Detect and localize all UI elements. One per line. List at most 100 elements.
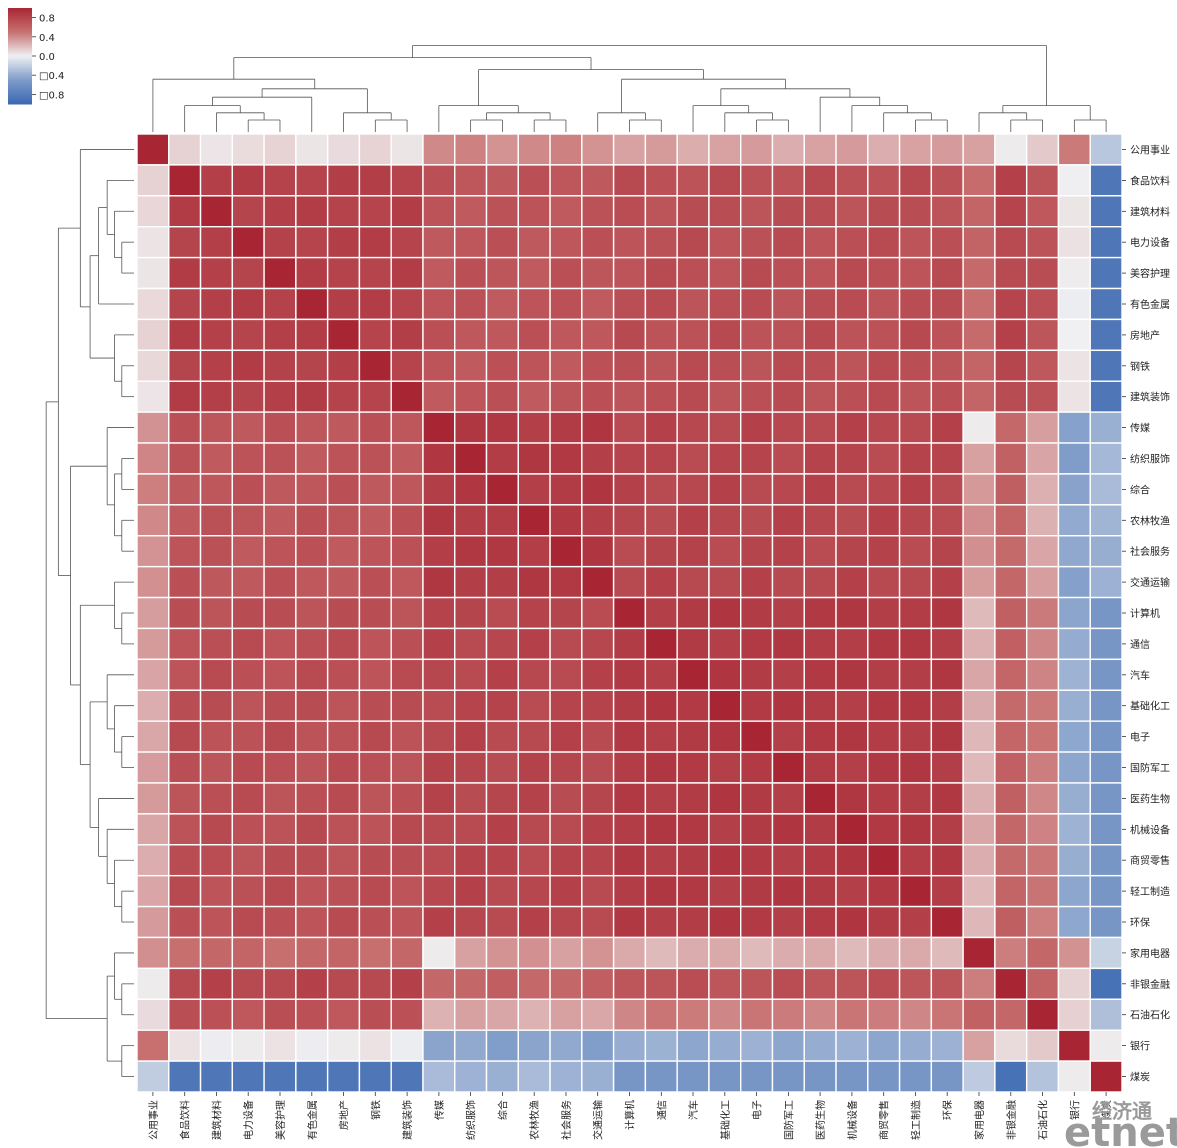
heatmap-cell xyxy=(612,1060,647,1093)
heatmap-cell xyxy=(549,658,583,691)
heatmap-cell xyxy=(676,287,710,321)
heatmap-cell xyxy=(676,689,710,722)
colorbar-segment xyxy=(8,34,32,37)
heatmap-cell xyxy=(231,565,265,599)
heatmap-cell xyxy=(867,195,901,228)
heatmap-cell xyxy=(1025,473,1060,506)
heatmap-cell xyxy=(644,844,678,877)
heatmap-cell xyxy=(168,565,202,599)
heatmap-cell xyxy=(612,936,647,970)
column-label: 非银金融 xyxy=(1005,1100,1018,1140)
heatmap-cell xyxy=(358,133,392,166)
colorbar-segment xyxy=(8,24,32,27)
heatmap-cell xyxy=(263,1029,297,1062)
heatmap-cell xyxy=(263,442,297,475)
heatmap-cell xyxy=(199,1060,234,1093)
heatmap-cell xyxy=(771,689,805,722)
heatmap-cell xyxy=(740,720,774,753)
heatmap-cell xyxy=(803,164,837,197)
heatmap-cell xyxy=(994,442,1028,475)
heatmap-cell xyxy=(136,936,170,970)
colorbar-segment xyxy=(8,44,32,47)
heatmap-cell xyxy=(835,287,869,321)
heatmap-cell xyxy=(867,967,901,1000)
heatmap-cell xyxy=(835,195,869,228)
heatmap-cell xyxy=(581,195,615,228)
heatmap-cell xyxy=(136,349,170,382)
heatmap-cell xyxy=(231,195,265,228)
heatmap-cell xyxy=(136,782,170,815)
heatmap-cell xyxy=(835,318,869,352)
heatmap-cell xyxy=(517,442,551,475)
heatmap-cell xyxy=(549,411,583,444)
heatmap-cell xyxy=(771,998,805,1031)
heatmap-cell xyxy=(771,164,805,197)
heatmap-cell xyxy=(771,349,805,382)
heatmap-cell xyxy=(390,133,424,166)
heatmap-cell xyxy=(422,751,456,784)
heatmap-cell xyxy=(835,936,869,970)
heatmap-cell xyxy=(1057,287,1091,321)
heatmap-cell xyxy=(517,813,551,846)
heatmap-cell xyxy=(326,256,361,290)
heatmap-cell xyxy=(326,720,361,753)
heatmap-cell xyxy=(454,411,488,444)
heatmap-cell xyxy=(994,473,1028,506)
heatmap-cell xyxy=(295,535,329,568)
heatmap-cell xyxy=(263,844,297,877)
heatmap-cell xyxy=(835,133,869,166)
heatmap-cell xyxy=(1057,226,1091,259)
heatmap-cell xyxy=(136,998,170,1031)
heatmap-cell xyxy=(295,813,329,846)
heatmap-cell xyxy=(898,658,933,691)
heatmap-cell xyxy=(168,133,202,166)
heatmap-cell xyxy=(454,380,488,413)
heatmap-cell xyxy=(390,813,424,846)
heatmap-cell xyxy=(517,195,551,228)
heatmap-cell xyxy=(708,967,742,1000)
heatmap-cell xyxy=(1025,1029,1060,1062)
heatmap-cell xyxy=(454,287,488,321)
heatmap-cell xyxy=(199,473,234,506)
heatmap-cell xyxy=(231,874,265,908)
heatmap-cell xyxy=(644,287,678,321)
heatmap-cell xyxy=(390,627,424,661)
column-label: 环保 xyxy=(941,1100,954,1120)
heatmap-cell xyxy=(199,349,234,382)
heatmap-cell xyxy=(803,1029,837,1062)
heatmap-cell xyxy=(358,380,392,413)
heatmap-cell xyxy=(485,287,519,321)
heatmap-cell xyxy=(231,226,265,259)
heatmap-cell xyxy=(454,349,488,382)
heatmap-cell xyxy=(199,411,234,444)
heatmap-cell xyxy=(326,751,361,784)
heatmap-cell xyxy=(994,782,1028,815)
heatmap-cell xyxy=(708,195,742,228)
heatmap-cell xyxy=(326,689,361,722)
heatmap-cell xyxy=(867,720,901,753)
heatmap-cell xyxy=(740,844,774,877)
heatmap-cell xyxy=(517,967,551,1000)
heatmap-cell xyxy=(644,256,678,290)
heatmap-cell xyxy=(231,627,265,661)
heatmap-cell xyxy=(168,349,202,382)
heatmap-cell xyxy=(136,380,170,413)
heatmap-cell xyxy=(898,380,933,413)
heatmap-cell xyxy=(867,504,901,537)
heatmap-cell xyxy=(454,256,488,290)
colorbar-segment xyxy=(8,70,32,73)
heatmap-cell xyxy=(676,473,710,506)
heatmap-cell xyxy=(898,844,933,877)
heatmap-cell xyxy=(295,195,329,228)
heatmap-cell xyxy=(1025,380,1060,413)
heatmap-cell xyxy=(517,256,551,290)
heatmap-cell xyxy=(1057,905,1091,939)
heatmap-cell xyxy=(803,256,837,290)
heatmap-cell xyxy=(708,504,742,537)
heatmap-cell xyxy=(1057,751,1091,784)
column-label: 食品饮料 xyxy=(179,1100,192,1140)
column-label: 石油石化 xyxy=(1037,1100,1050,1140)
heatmap-cell xyxy=(485,596,519,630)
heatmap-cell xyxy=(1089,380,1123,413)
heatmap-cell xyxy=(898,535,933,568)
